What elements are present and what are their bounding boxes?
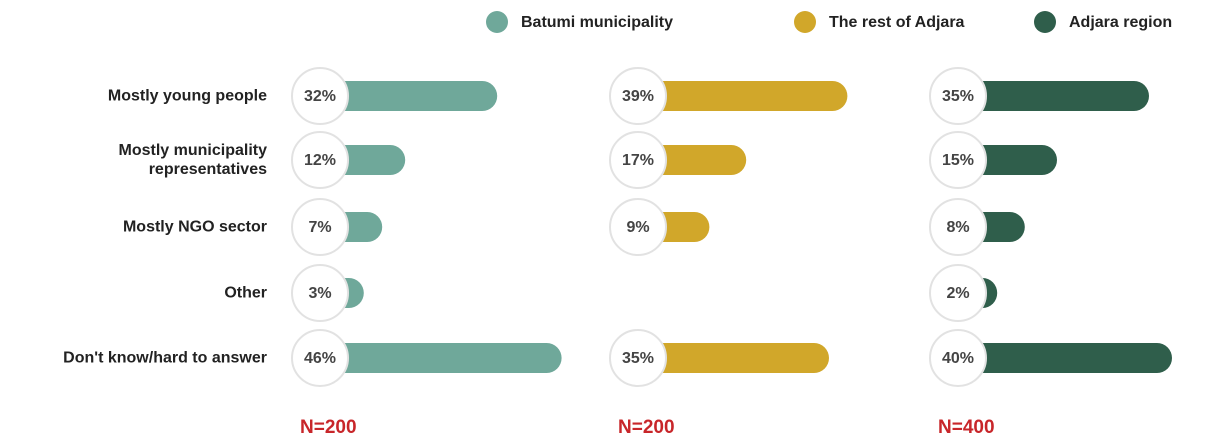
label-circle xyxy=(609,67,667,125)
data-label: 15% xyxy=(942,152,974,169)
bar xyxy=(330,81,498,111)
sample-size: N=400 xyxy=(938,417,995,438)
legend-swatch xyxy=(1034,11,1056,33)
legend-label: Batumi municipality xyxy=(521,14,673,31)
data-label: 3% xyxy=(308,285,331,302)
label-circle xyxy=(291,67,349,125)
data-label: 8% xyxy=(946,219,969,236)
bar xyxy=(648,145,747,175)
bar xyxy=(330,343,562,373)
bar xyxy=(968,343,1172,373)
legend-label: The rest of Adjara xyxy=(829,14,965,31)
bar xyxy=(330,145,406,175)
label-circle xyxy=(929,264,987,322)
data-label: 9% xyxy=(626,219,649,236)
sample-size: N=200 xyxy=(300,417,357,438)
sample-size: N=200 xyxy=(618,417,675,438)
label-circle xyxy=(291,329,349,387)
bar xyxy=(968,145,1057,175)
data-label: 35% xyxy=(942,88,974,105)
label-circle xyxy=(291,264,349,322)
bar xyxy=(648,81,848,111)
data-label: 46% xyxy=(304,350,336,367)
data-label: 32% xyxy=(304,88,336,105)
label-circle xyxy=(609,329,667,387)
category-label: Don't know/hard to answer xyxy=(63,349,267,367)
category-label: Other xyxy=(224,284,267,302)
data-label: 12% xyxy=(304,152,336,169)
data-label: 7% xyxy=(308,219,331,236)
label-circle xyxy=(929,67,987,125)
category-label: Mostly municipality representatives xyxy=(118,142,267,178)
label-circle xyxy=(609,131,667,189)
data-label: 40% xyxy=(942,350,974,367)
bar xyxy=(968,81,1149,111)
legend-swatch xyxy=(794,11,816,33)
data-label: 35% xyxy=(622,350,654,367)
legend-label: Adjara region xyxy=(1069,14,1172,31)
bar xyxy=(648,343,829,373)
label-circle xyxy=(291,131,349,189)
label-circle xyxy=(929,329,987,387)
legend-swatch xyxy=(486,11,508,33)
label-circle xyxy=(291,198,349,256)
data-label: 17% xyxy=(622,152,654,169)
category-label: Mostly NGO sector xyxy=(122,218,267,236)
category-label: Mostly young people xyxy=(107,87,267,105)
data-label: 39% xyxy=(622,88,654,105)
data-label: 2% xyxy=(946,285,969,302)
label-circle xyxy=(929,131,987,189)
label-circle xyxy=(609,198,667,256)
label-circle xyxy=(929,198,987,256)
